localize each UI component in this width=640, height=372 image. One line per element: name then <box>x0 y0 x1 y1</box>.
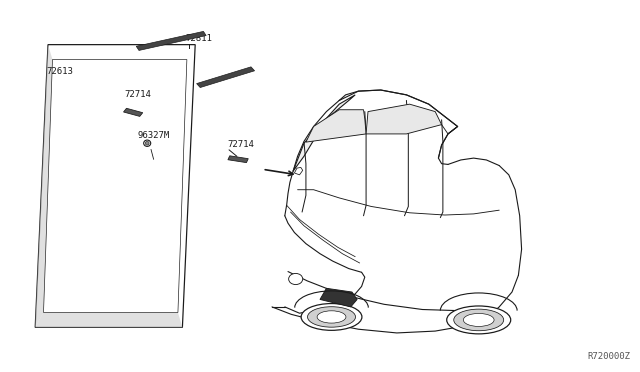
Polygon shape <box>196 67 255 87</box>
Text: 72714: 72714 <box>125 90 152 99</box>
Polygon shape <box>366 104 442 134</box>
Polygon shape <box>306 110 366 142</box>
Ellipse shape <box>447 306 511 334</box>
Polygon shape <box>35 45 195 327</box>
Text: 72714: 72714 <box>227 140 254 149</box>
Polygon shape <box>294 167 303 175</box>
Ellipse shape <box>144 140 151 146</box>
Polygon shape <box>124 108 143 116</box>
Ellipse shape <box>317 311 346 323</box>
Text: 96327M: 96327M <box>138 131 170 140</box>
Ellipse shape <box>454 309 504 331</box>
Polygon shape <box>35 312 182 327</box>
Text: 72613: 72613 <box>46 67 73 76</box>
Polygon shape <box>320 288 357 307</box>
Ellipse shape <box>301 304 362 330</box>
Polygon shape <box>228 156 248 163</box>
Polygon shape <box>44 60 187 312</box>
Text: 72811: 72811 <box>186 34 212 43</box>
Ellipse shape <box>289 273 303 285</box>
Polygon shape <box>136 31 206 51</box>
Ellipse shape <box>145 141 149 145</box>
Polygon shape <box>293 95 355 171</box>
Ellipse shape <box>463 313 494 327</box>
Polygon shape <box>35 45 52 327</box>
Ellipse shape <box>307 307 356 327</box>
Text: R720000Z: R720000Z <box>588 352 630 361</box>
